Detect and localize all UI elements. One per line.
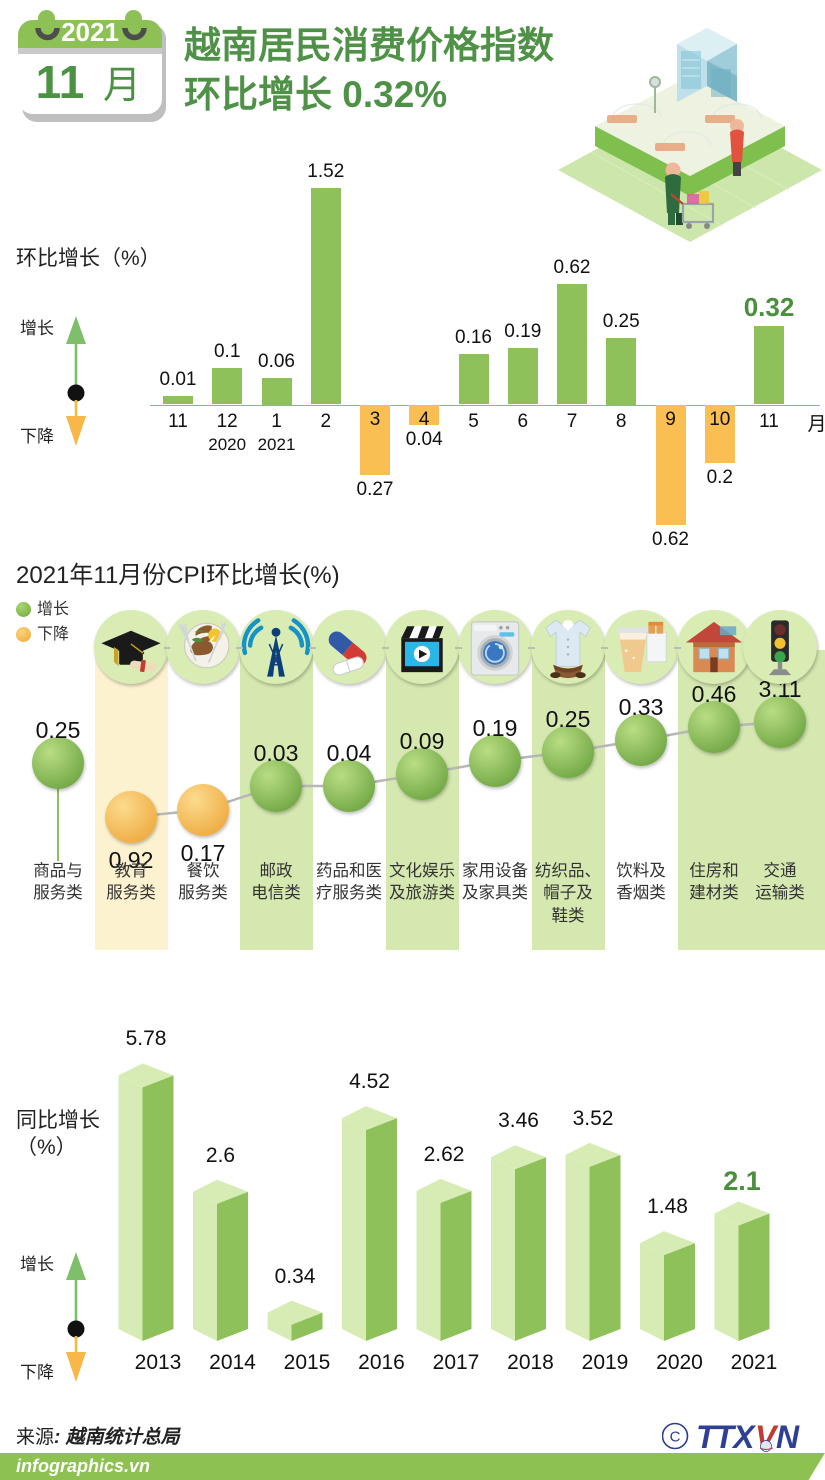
svg-text:TTX: TTX <box>696 1419 756 1455</box>
svg-text:N: N <box>776 1419 800 1455</box>
svg-text:C: C <box>670 1429 681 1446</box>
